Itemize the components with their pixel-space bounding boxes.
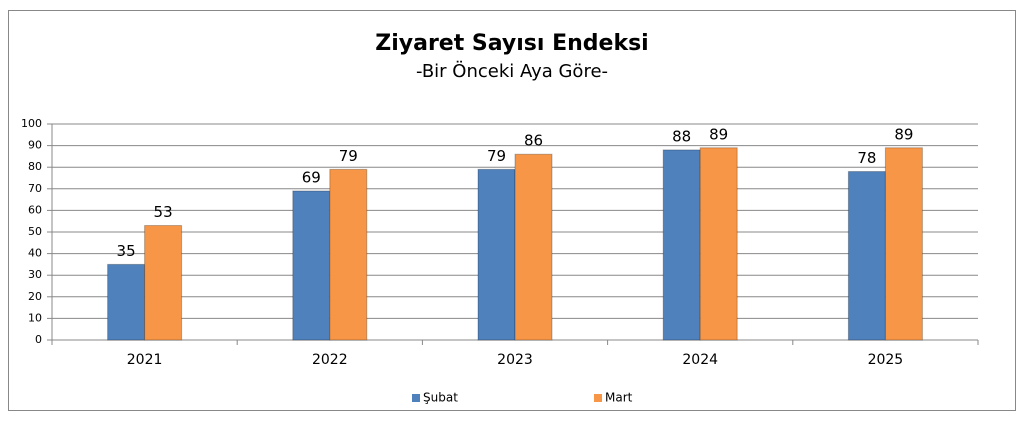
y-tick-label: 100 <box>21 117 42 130</box>
y-tick-label: 30 <box>28 268 42 281</box>
bar <box>329 168 368 341</box>
legend-swatch <box>594 394 602 402</box>
bar <box>292 190 331 341</box>
legend-swatch <box>412 394 420 402</box>
y-tick-label: 90 <box>28 139 42 152</box>
x-tick-label: 2022 <box>312 352 348 368</box>
bar <box>477 168 516 341</box>
bar <box>699 147 738 341</box>
x-tick-label: 2024 <box>682 352 718 368</box>
data-label: 35 <box>117 242 136 260</box>
bar <box>847 171 886 341</box>
data-label: 78 <box>857 149 876 167</box>
chart-subtitle: -Bir Önceki Aya Göre- <box>416 60 608 82</box>
data-label: 88 <box>672 127 691 145</box>
data-label: 89 <box>894 125 913 143</box>
y-tick-label: 40 <box>28 247 42 260</box>
legend-label: Mart <box>605 391 633 405</box>
x-tick-label: 2025 <box>868 352 904 368</box>
y-tick-label: 0 <box>35 333 42 346</box>
y-tick-label: 60 <box>28 203 42 216</box>
data-label: 86 <box>524 132 543 150</box>
y-tick-label: 70 <box>28 182 42 195</box>
bar <box>144 225 183 341</box>
data-label: 79 <box>339 147 358 165</box>
data-label: 79 <box>487 147 506 165</box>
bar <box>514 153 553 341</box>
data-label: 89 <box>709 125 728 143</box>
bar <box>884 147 923 341</box>
legend-label: Şubat <box>423 391 458 405</box>
x-tick-label: 2023 <box>497 352 533 368</box>
data-label: 53 <box>154 203 173 221</box>
y-tick-label: 50 <box>28 225 42 238</box>
bar <box>107 263 146 341</box>
data-label: 69 <box>302 168 321 186</box>
y-tick-label: 20 <box>28 290 42 303</box>
y-tick-label: 80 <box>28 160 42 173</box>
chart-title: Ziyaret Sayısı Endeksi <box>375 31 648 56</box>
x-tick-label: 2021 <box>127 352 163 368</box>
y-tick-label: 10 <box>28 311 42 324</box>
bar <box>662 149 701 341</box>
